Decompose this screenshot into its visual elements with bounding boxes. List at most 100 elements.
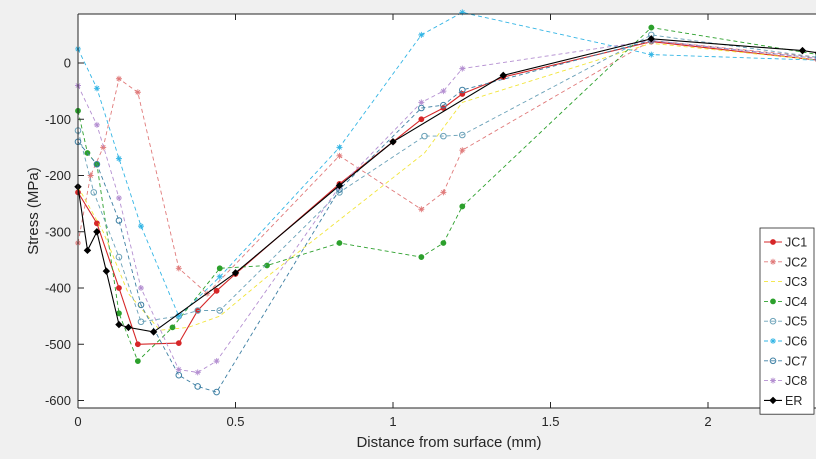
legend: JC1 JC2 JC3 JC4 JC5 JC6 JC7 JC8 ER xyxy=(759,227,815,415)
data-point-jc5 xyxy=(440,132,447,140)
legend-item-jc6: JC6 xyxy=(764,335,807,349)
data-point-jc8 xyxy=(138,285,144,291)
data-point-jc8 xyxy=(459,65,466,72)
data-point-jc8 xyxy=(418,99,425,106)
y-tick-label: 0 xyxy=(64,56,71,71)
x-tick-label: 1 xyxy=(389,414,396,429)
y-tick-label: -200 xyxy=(45,168,71,183)
legend-label-jc8: JC8 xyxy=(785,374,807,388)
series-line-jc4 xyxy=(77,27,816,362)
data-point-jc7 xyxy=(440,101,447,109)
data-point-jc6 xyxy=(115,155,122,162)
data-point-jc7 xyxy=(194,383,201,390)
data-point-jc1 xyxy=(175,340,182,347)
x-axis-label: Distance from surface (mm) xyxy=(356,434,541,451)
data-point-jc5 xyxy=(421,132,428,140)
data-point-jc4 xyxy=(134,358,141,365)
data-point-jc6 xyxy=(93,85,100,92)
legend-marker-jc8 xyxy=(770,377,776,384)
legend-marker-jc7 xyxy=(769,357,777,365)
data-point-er xyxy=(124,323,133,332)
y-axis-label: Stress (MPa) xyxy=(25,167,42,255)
y-tick-label: -400 xyxy=(45,281,71,296)
data-point-jc6 xyxy=(175,313,182,320)
data-point-jc4 xyxy=(336,240,343,246)
data-point-er xyxy=(335,181,344,190)
legend-item-jc3: JC3 xyxy=(764,275,807,289)
legend-item-er: ER xyxy=(764,394,802,408)
legend-item-jc8: JC8 xyxy=(764,374,807,388)
data-point-jc4 xyxy=(169,324,176,331)
data-point-jc8 xyxy=(213,358,220,365)
data-point-jc7 xyxy=(115,217,123,224)
data-point-jc1 xyxy=(94,220,100,227)
legend-label-jc5: JC5 xyxy=(785,315,807,329)
x-tick-label: 0 xyxy=(74,414,81,429)
legend-marker-jc5 xyxy=(769,317,777,325)
data-point-er xyxy=(83,246,92,255)
data-point-er xyxy=(115,320,123,329)
series-jc3 xyxy=(77,42,816,331)
data-point-jc2 xyxy=(134,89,141,96)
data-point-jc5 xyxy=(137,318,145,326)
data-point-er xyxy=(93,228,101,236)
legend-marker-jc6 xyxy=(770,338,776,344)
legend-marker-jc2 xyxy=(770,258,776,265)
data-point-jc6 xyxy=(138,223,144,230)
data-point-jc5 xyxy=(459,131,466,139)
data-point-jc2 xyxy=(336,152,343,159)
y-tick-label: -100 xyxy=(45,112,71,127)
data-point-jc2 xyxy=(115,75,122,82)
data-point-jc8 xyxy=(93,121,100,128)
axes-layer xyxy=(77,13,816,409)
series-er xyxy=(74,35,816,336)
data-point-jc7 xyxy=(137,301,145,309)
data-point-jc1 xyxy=(213,287,220,294)
data-point-jc6 xyxy=(216,273,223,280)
data-point-jc8 xyxy=(440,88,447,95)
legend-label-jc3: JC3 xyxy=(785,275,807,289)
series-line-er xyxy=(77,38,816,333)
legend-item-jc2: JC2 xyxy=(764,255,807,269)
data-point-jc1 xyxy=(134,341,141,348)
data-point-er xyxy=(149,328,158,336)
data-point-jc7 xyxy=(459,86,466,94)
data-point-jc8 xyxy=(194,369,201,376)
legend-label-jc6: JC6 xyxy=(785,335,807,349)
data-point-jc2 xyxy=(175,265,182,272)
data-point-jc6 xyxy=(336,144,343,151)
data-point-jc4 xyxy=(216,265,223,272)
data-point-jc6 xyxy=(459,9,466,16)
data-point-jc8 xyxy=(175,366,182,373)
y-tick-label: -600 xyxy=(45,393,71,408)
data-point-jc2 xyxy=(440,189,447,196)
data-point-jc6 xyxy=(648,51,655,58)
data-point-jc4 xyxy=(459,203,466,210)
x-tick-label: 2 xyxy=(704,414,711,429)
data-point-jc6 xyxy=(418,31,425,38)
data-point-jc7 xyxy=(93,160,101,168)
data-point-er xyxy=(102,267,111,275)
legend-marker-jc4 xyxy=(770,298,776,305)
y-tick-label: -500 xyxy=(45,337,71,352)
data-point-jc4 xyxy=(440,240,447,246)
legend-item-jc7: JC7 xyxy=(764,354,807,368)
data-point-jc8 xyxy=(115,195,122,201)
legend-label-jc4: JC4 xyxy=(785,295,807,309)
data-point-jc1 xyxy=(418,116,425,123)
data-point-jc4 xyxy=(648,24,655,31)
legend-label-er: ER xyxy=(785,394,802,408)
data-point-jc2 xyxy=(100,144,107,151)
data-point-er xyxy=(499,71,507,80)
data-point-jc7 xyxy=(213,388,220,396)
data-point-jc2 xyxy=(87,172,94,179)
series-jc5 xyxy=(74,31,816,326)
legend-label-jc2: JC2 xyxy=(785,255,807,269)
data-point-jc1 xyxy=(116,285,122,291)
legend-label-jc1: JC1 xyxy=(785,236,807,250)
legend-label-jc7: JC7 xyxy=(785,354,807,368)
series-line-jc3 xyxy=(77,42,816,331)
series-line-jc6 xyxy=(77,11,816,317)
data-point-er xyxy=(389,138,397,146)
